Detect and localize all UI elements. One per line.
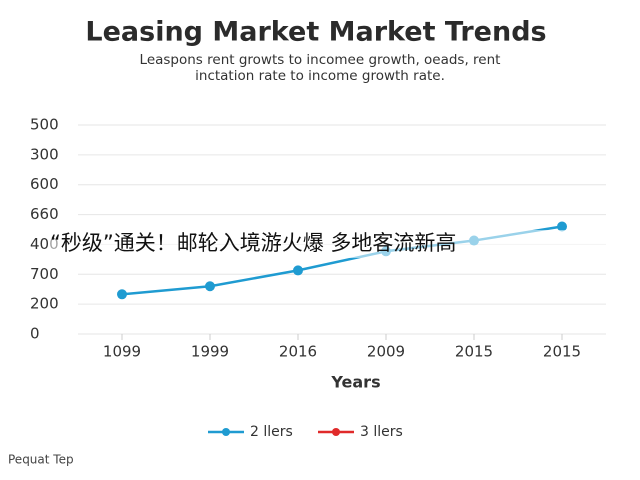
overlay-bg bbox=[48, 230, 608, 258]
x-tick-label: 2015 bbox=[455, 343, 493, 361]
data-point bbox=[293, 265, 303, 276]
legend-marker bbox=[222, 428, 230, 436]
y-tick-label: 500 bbox=[30, 116, 59, 134]
legend-label: 2 llers bbox=[250, 424, 293, 440]
legend-label: 3 llers bbox=[360, 424, 403, 440]
x-tick-label: 2015 bbox=[543, 343, 581, 361]
footer: Pequat Tep bbox=[8, 453, 74, 467]
data-point bbox=[557, 221, 567, 232]
y-tick-label: 300 bbox=[30, 145, 59, 163]
legend-marker bbox=[332, 428, 340, 436]
y-tick-label: 200 bbox=[30, 295, 59, 313]
chart-subtitle: Leaspons rent growts to incomee growth, … bbox=[140, 52, 501, 68]
chart-title: Leasing Market Market Trends bbox=[85, 17, 546, 48]
x-axis-title: Years bbox=[330, 373, 380, 392]
x-tick-label: 1999 bbox=[191, 343, 229, 361]
data-point bbox=[117, 289, 127, 300]
y-tick-label: 600 bbox=[30, 175, 59, 193]
x-tick-label: 1099 bbox=[103, 343, 141, 361]
y-tick-label: 700 bbox=[30, 265, 59, 283]
x-tick-label: 2016 bbox=[279, 343, 317, 361]
overlay-caption: “秒级”通关！邮轮入境游火爆 多地客流新高 bbox=[50, 231, 456, 255]
chart-subtitle: inctation rate to income growth rate. bbox=[195, 68, 445, 84]
data-point bbox=[205, 281, 215, 292]
y-tick-label: 660 bbox=[30, 205, 59, 223]
x-tick-label: 2009 bbox=[367, 343, 405, 361]
y-tick-label: 0 bbox=[30, 325, 40, 343]
